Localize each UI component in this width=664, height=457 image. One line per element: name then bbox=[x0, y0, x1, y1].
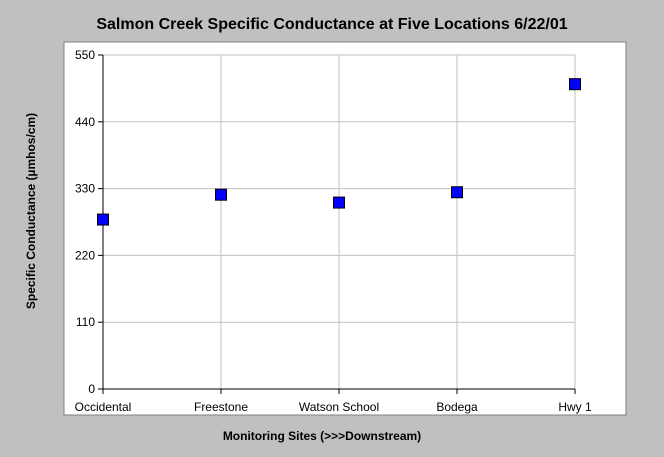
data-point-freestone bbox=[215, 188, 227, 201]
y-tick-label: 0 bbox=[88, 382, 95, 396]
x-tick-label: Freestone bbox=[194, 400, 248, 414]
grid-layer bbox=[103, 54, 576, 389]
x-tick-label: Occidental bbox=[75, 400, 132, 414]
x-tick-label: Hwy 1 bbox=[558, 400, 592, 414]
y-axis-label: Specific Conductance (µmhos/cm) bbox=[24, 113, 38, 309]
y-tick-label: 330 bbox=[75, 182, 95, 196]
data-point-hwy-1 bbox=[569, 78, 581, 91]
points-layer bbox=[97, 78, 581, 226]
data-point-occidental bbox=[97, 213, 109, 226]
y-tick-label: 220 bbox=[75, 248, 95, 262]
ticks-layer: 0 110 220 330 440 550 Occidental Freestone Watso… bbox=[75, 48, 592, 414]
data-point-bodega bbox=[451, 186, 463, 199]
y-tick-label: 110 bbox=[76, 315, 95, 329]
x-tick-label: Watson School bbox=[299, 400, 379, 414]
y-tick-label: 550 bbox=[75, 48, 95, 62]
x-tick-label: Bodega bbox=[436, 400, 478, 414]
x-axis-label: Monitoring Sites (>>>Downstream) bbox=[223, 429, 421, 443]
data-point-watson-school bbox=[333, 196, 345, 209]
y-tick-label: 440 bbox=[75, 115, 95, 129]
plot-area bbox=[63, 41, 627, 416]
chart-title: Salmon Creek Specific Conductance at Fiv… bbox=[96, 16, 567, 33]
